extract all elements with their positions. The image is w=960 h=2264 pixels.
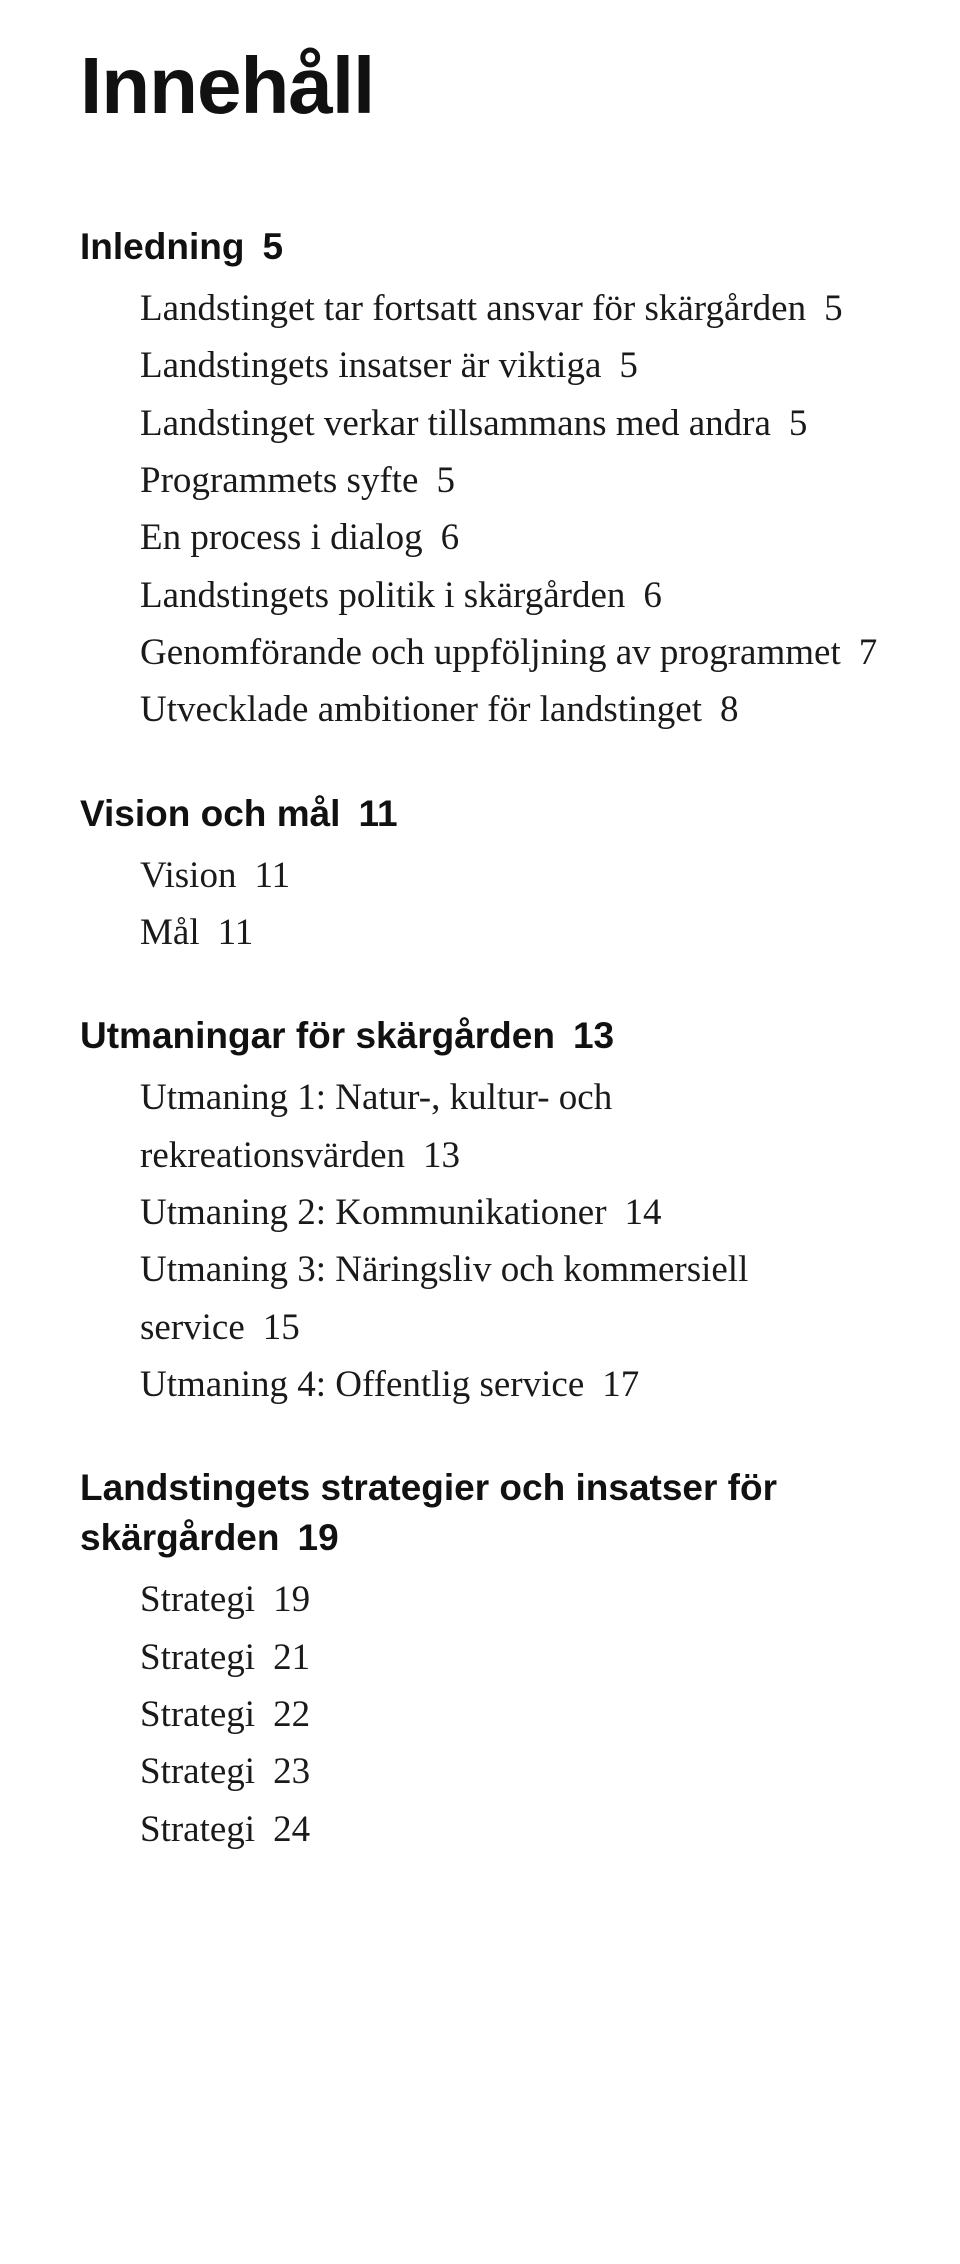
toc-entry: Strategi 22 bbox=[80, 1686, 880, 1743]
toc-entry-page-number: 11 bbox=[218, 912, 254, 953]
toc-entry: Strategi 19 bbox=[80, 1571, 880, 1628]
toc-entry: Landstinget tar fortsatt ansvar för skär… bbox=[80, 280, 880, 337]
toc-entry-page-number: 5 bbox=[619, 345, 638, 386]
section-title: Vision och mål 11 bbox=[80, 789, 880, 839]
toc-entry-label: Landstinget tar fortsatt ansvar för skär… bbox=[140, 288, 806, 329]
toc-entry-page-number: 14 bbox=[625, 1192, 662, 1233]
toc-entry: Vision 11 bbox=[80, 847, 880, 904]
section-entries: Utmaning 1: Natur-, kultur- och rekreati… bbox=[80, 1069, 880, 1413]
toc-section: Utmaningar för skärgården13Utmaning 1: N… bbox=[80, 1011, 880, 1413]
toc-entry-label: Utvecklade ambitioner för landstinget bbox=[140, 689, 702, 730]
section-title: Inledning 5 bbox=[80, 222, 880, 272]
toc-section: Landstingets strategier och insatser för… bbox=[80, 1463, 880, 1858]
toc-entry-page-number: 22 bbox=[273, 1694, 310, 1735]
toc-entry-label: Landstinget verkar tillsammans med andra bbox=[140, 403, 771, 444]
toc-entry-label: Strategi bbox=[140, 1579, 255, 1620]
section-title: Utmaningar för skärgården 13 bbox=[80, 1011, 880, 1061]
toc-entry-label: Strategi bbox=[140, 1809, 255, 1850]
toc-entry: Programmets syfte 5 bbox=[80, 452, 880, 509]
toc-entry-label: Utmaning 2: Kommunikationer bbox=[140, 1192, 607, 1233]
toc-entry-label: Strategi bbox=[140, 1637, 255, 1678]
toc-entry-page-number: 17 bbox=[602, 1364, 639, 1405]
toc-entry-label: Utmaning 1: Natur-, kultur- och rekreati… bbox=[140, 1077, 612, 1175]
toc-entry: Strategi 21 bbox=[80, 1629, 880, 1686]
toc-entry-page-number: 6 bbox=[643, 575, 662, 616]
section-page-number: 5 bbox=[262, 226, 283, 267]
toc-entry-page-number: 11 bbox=[254, 855, 290, 896]
toc-entry-page-number: 24 bbox=[273, 1809, 310, 1850]
section-entries: Strategi 19 Strategi 21 Strategi 22 Strategi 23… bbox=[80, 1571, 880, 1858]
toc-entry-page-number: 21 bbox=[273, 1637, 310, 1678]
toc-entry-label: Landstingets insatser är viktiga bbox=[140, 345, 601, 386]
toc-entry: Mål 11 bbox=[80, 904, 880, 961]
section-title-label: Landstingets strategier och insatser för… bbox=[80, 1467, 777, 1558]
toc-entry-label: Strategi bbox=[140, 1694, 255, 1735]
toc-entry-label: Genomförande och uppföljning av programm… bbox=[140, 632, 841, 673]
section-entries: Vision 11 Mål 11 bbox=[80, 847, 880, 962]
toc-entry: Landstingets politik i skärgården 6 bbox=[80, 567, 880, 624]
section-title-label: Inledning bbox=[80, 226, 244, 267]
toc-entry: Utmaning 3: Näringsliv och kommersiell s… bbox=[80, 1241, 880, 1356]
section-page-number: 13 bbox=[573, 1015, 614, 1056]
section-title: Landstingets strategier och insatser för… bbox=[80, 1463, 880, 1563]
toc-entry-page-number: 23 bbox=[273, 1751, 310, 1792]
toc-entry-page-number: 13 bbox=[423, 1135, 460, 1176]
toc-body: Inledning 5 Landstinget tar fortsatt ansva… bbox=[80, 222, 880, 1858]
toc-entry-page-number: 5 bbox=[789, 403, 808, 444]
toc-section: Inledning 5 Landstinget tar fortsatt ansva… bbox=[80, 222, 880, 739]
toc-entry: Utmaning 2: Kommunikationer 14 bbox=[80, 1184, 880, 1241]
toc-entry: Utvecklade ambitioner för landstinget 8 bbox=[80, 681, 880, 738]
toc-entry-label: Utmaning 3: Näringsliv och kommersiell s… bbox=[140, 1249, 748, 1347]
toc-entry: Utmaning 4: Offentlig service 17 bbox=[80, 1356, 880, 1413]
toc-entry-page-number: 5 bbox=[436, 460, 455, 501]
toc-entry: Utmaning 1: Natur-, kultur- och rekreati… bbox=[80, 1069, 880, 1184]
section-page-number: 19 bbox=[298, 1517, 339, 1558]
section-title-label: Vision och mål bbox=[80, 793, 340, 834]
section-title-label: Utmaningar för skärgården bbox=[80, 1015, 555, 1056]
toc-entry-label: Mål bbox=[140, 912, 200, 953]
toc-entry-label: Strategi bbox=[140, 1751, 255, 1792]
toc-entry-label: En process i dialog bbox=[140, 517, 423, 558]
toc-entry: Landstinget verkar tillsammans med andra… bbox=[80, 395, 880, 452]
toc-entry: Genomförande och uppföljning av programm… bbox=[80, 624, 880, 681]
toc-entry-label: Programmets syfte bbox=[140, 460, 418, 501]
section-page-number: 11 bbox=[358, 793, 397, 834]
toc-section: Vision och mål 11 Vision 11 Mål 11 bbox=[80, 789, 880, 962]
toc-entry-page-number: 5 bbox=[824, 288, 843, 329]
toc-entry-page-number: 8 bbox=[720, 689, 739, 730]
toc-entry-page-number: 15 bbox=[263, 1307, 300, 1348]
toc-entry-page-number: 19 bbox=[273, 1579, 310, 1620]
toc-entry: Landstingets insatser är viktiga 5 bbox=[80, 337, 880, 394]
toc-entry: En process i dialog 6 bbox=[80, 509, 880, 566]
toc-entry: Strategi 23 bbox=[80, 1743, 880, 1800]
toc-entry-page-number: 6 bbox=[441, 517, 460, 558]
toc-entry-page-number: 7 bbox=[859, 632, 878, 673]
toc-page: Innehåll Inledning 5 Landstinget tar forts… bbox=[0, 0, 960, 2264]
page-title: Innehåll bbox=[80, 40, 880, 132]
section-entries: Landstinget tar fortsatt ansvar för skär… bbox=[80, 280, 880, 739]
toc-entry-label: Vision bbox=[140, 855, 236, 896]
toc-entry: Strategi 24 bbox=[80, 1801, 880, 1858]
toc-entry-label: Utmaning 4: Offentlig service bbox=[140, 1364, 584, 1405]
toc-entry-label: Landstingets politik i skärgården bbox=[140, 575, 625, 616]
